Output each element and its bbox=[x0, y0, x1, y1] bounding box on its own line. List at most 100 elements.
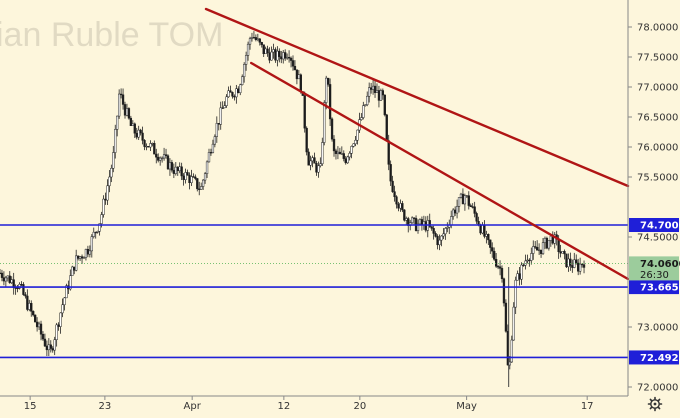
candle bbox=[118, 89, 121, 119]
candle bbox=[565, 253, 568, 269]
candle bbox=[155, 148, 158, 164]
candle bbox=[141, 126, 144, 145]
candle bbox=[532, 240, 535, 260]
y-tick-label: 72.0000 bbox=[637, 383, 678, 394]
candle bbox=[510, 335, 513, 363]
candle bbox=[110, 164, 113, 183]
candle bbox=[71, 265, 74, 277]
candle bbox=[160, 156, 164, 163]
candle bbox=[30, 300, 33, 317]
candle bbox=[530, 247, 533, 265]
settings-gear-icon[interactable] bbox=[647, 396, 663, 412]
candle bbox=[65, 283, 68, 299]
candle bbox=[309, 155, 312, 171]
candle bbox=[317, 161, 320, 178]
candle bbox=[469, 203, 472, 208]
candle bbox=[350, 145, 353, 159]
candle bbox=[346, 155, 349, 164]
candle bbox=[211, 139, 215, 154]
candle bbox=[278, 48, 281, 63]
candle bbox=[102, 195, 105, 218]
candle bbox=[403, 209, 406, 222]
candle bbox=[53, 336, 56, 356]
candle bbox=[43, 333, 47, 348]
candle bbox=[39, 320, 43, 341]
candle bbox=[34, 314, 37, 323]
candle bbox=[164, 148, 168, 159]
trendline bbox=[249, 61, 630, 281]
candle bbox=[284, 49, 287, 61]
x-tick-label: 15 bbox=[24, 401, 37, 412]
candle bbox=[205, 160, 209, 178]
candle bbox=[520, 262, 523, 285]
candle bbox=[442, 228, 445, 240]
candle bbox=[4, 275, 8, 287]
price-axis: 78.0000 77.5000 77.0000 76.5000 76.0000 75.50… bbox=[628, 23, 678, 394]
candle bbox=[504, 299, 508, 333]
watermark-text: ian Ruble TOM bbox=[0, 16, 223, 54]
level-label-box bbox=[629, 350, 679, 365]
candle bbox=[139, 128, 142, 136]
level-label-box bbox=[629, 280, 679, 295]
candle bbox=[147, 146, 150, 148]
candle bbox=[213, 134, 217, 148]
y-tick-label: 75.5000 bbox=[637, 173, 678, 184]
candle bbox=[96, 230, 99, 234]
candle bbox=[90, 234, 93, 258]
candle bbox=[446, 222, 449, 233]
candle bbox=[291, 55, 295, 71]
candle bbox=[196, 178, 199, 192]
candle bbox=[342, 150, 345, 162]
candle bbox=[221, 101, 224, 109]
candle bbox=[106, 179, 109, 206]
candle bbox=[578, 257, 582, 275]
y-tick-label: 77.5000 bbox=[637, 53, 678, 64]
y-tick-label: 77.0000 bbox=[637, 83, 678, 94]
candle bbox=[444, 227, 447, 240]
candle bbox=[563, 249, 566, 260]
candle bbox=[338, 147, 342, 155]
candle bbox=[455, 199, 459, 219]
candle bbox=[219, 101, 222, 130]
candle bbox=[360, 113, 363, 121]
candle bbox=[18, 282, 21, 290]
x-tick-label: 23 bbox=[99, 401, 112, 412]
candle bbox=[467, 191, 470, 210]
candle bbox=[194, 174, 197, 181]
candle bbox=[59, 312, 62, 334]
y-tick-label: 78.0000 bbox=[637, 23, 678, 34]
candle bbox=[215, 116, 218, 143]
candle bbox=[289, 56, 293, 68]
candle bbox=[270, 46, 273, 61]
candle bbox=[88, 245, 92, 258]
level-labels: 74.7000 73.6650 72.4925 74.060026:30 bbox=[629, 218, 680, 365]
candle bbox=[243, 62, 246, 83]
candle bbox=[381, 88, 384, 100]
candle bbox=[512, 302, 515, 341]
candle bbox=[368, 82, 371, 103]
candle bbox=[184, 168, 187, 184]
candle bbox=[383, 94, 386, 117]
candle bbox=[410, 216, 414, 224]
candle bbox=[430, 226, 433, 231]
candle bbox=[362, 101, 365, 120]
candle bbox=[494, 252, 498, 268]
candle bbox=[0, 269, 4, 282]
candle bbox=[295, 69, 299, 85]
candle bbox=[493, 247, 496, 261]
candle bbox=[200, 182, 203, 190]
candle bbox=[153, 140, 156, 155]
candle bbox=[49, 340, 52, 353]
candle bbox=[432, 225, 435, 240]
candle bbox=[401, 200, 404, 213]
candle bbox=[328, 78, 332, 127]
x-tick-label: Apr bbox=[184, 401, 202, 412]
level-label-text: 73.6650 bbox=[640, 283, 680, 294]
candle bbox=[170, 159, 174, 173]
candle bbox=[305, 126, 308, 156]
candle bbox=[149, 140, 152, 152]
candle bbox=[22, 282, 25, 296]
candle bbox=[108, 170, 111, 193]
